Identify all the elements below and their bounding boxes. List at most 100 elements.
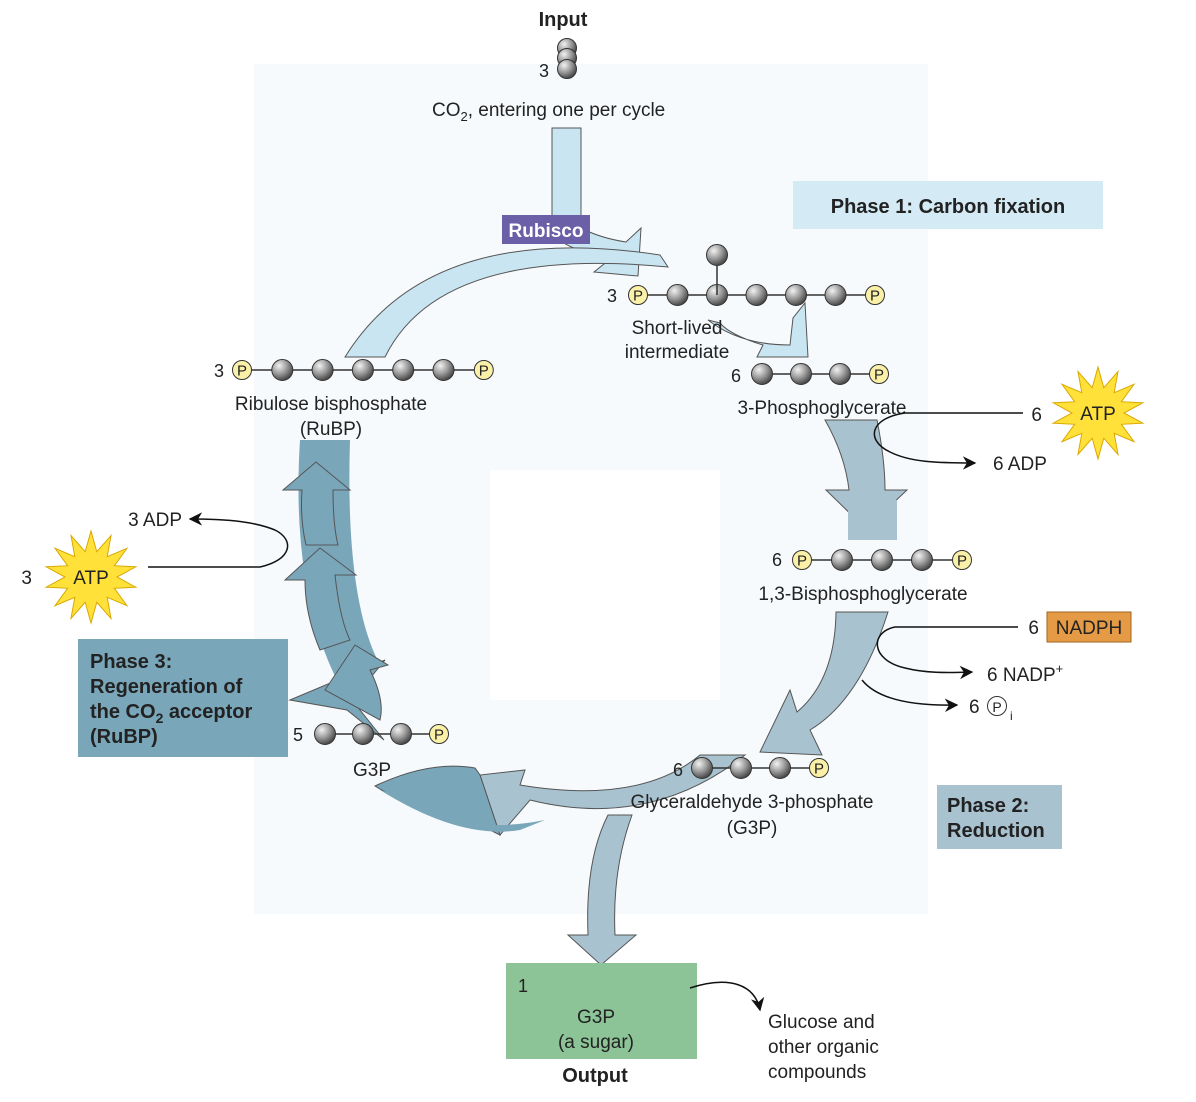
phosphate-icon: [628, 285, 648, 305]
g3p5-chain: P: [314, 723, 449, 745]
regeneration-arrowhead-2: [283, 547, 358, 651]
phosphate-symbol: P: [434, 727, 444, 744]
carbon-atom-icon: [790, 363, 812, 385]
nadph-count: 6: [1028, 618, 1039, 639]
adp3-label: 3 ADP: [128, 510, 182, 531]
glucose-line1: Glucose and: [768, 1012, 875, 1033]
carbon-atom-icon: [351, 359, 374, 381]
carbon-atom-icon: [432, 359, 455, 381]
background-center: [490, 470, 720, 700]
phosphate-icon: [429, 724, 449, 744]
fixation-arc-arrow: [344, 247, 669, 358]
output-title: Output: [562, 1065, 628, 1087]
rubp-label-line2: (RuBP): [300, 419, 362, 440]
phosphate-icon: [232, 360, 252, 380]
carbon-atom-icon: [871, 549, 893, 571]
phosphate-icon: [473, 360, 494, 380]
co2-molecules-icon: [557, 38, 577, 79]
phase3-label-line2: Regeneration of: [90, 676, 243, 698]
carbon-atom-icon: [831, 549, 853, 571]
input-title: Input: [539, 9, 588, 31]
reduction-arrow-2: [759, 611, 889, 756]
output-label-line2: (a sugar): [558, 1032, 634, 1053]
phosphate-icon: [792, 550, 812, 570]
g3p6-count: 6: [673, 760, 683, 780]
nadph-to-nadp-arrow: [876, 626, 1018, 680]
bpg-label: 1,3-Bisphosphoglycerate: [758, 584, 967, 605]
carbon-atom-icon: [352, 723, 374, 745]
regeneration-arrow-bottom-fill: [380, 790, 545, 832]
g3p5-count: 5: [293, 725, 303, 745]
pga-count: 6: [731, 366, 741, 386]
pi-symbol: P: [992, 699, 1001, 715]
nadph-label: NADPH: [1056, 618, 1123, 639]
carbon-atom-icon: [666, 284, 689, 306]
regeneration-arrowhead-1: [281, 461, 352, 546]
g3p5-label: G3P: [353, 760, 391, 781]
glucose-line2: other organic: [768, 1037, 879, 1058]
phase3-label-line4: (RuBP): [90, 726, 158, 748]
glucose-line3: compounds: [768, 1062, 866, 1083]
intermediate-count: 3: [607, 286, 617, 306]
phase3-label-line3: the CO2 acceptor: [90, 701, 253, 726]
phase2-box: [937, 785, 1062, 849]
output-arrow: [566, 814, 638, 966]
rubp-count: 3: [214, 361, 224, 381]
phosphate-symbol: P: [633, 288, 643, 305]
pi-phosphate-icon: [987, 696, 1007, 716]
g3p6-chain: P: [691, 757, 829, 779]
carbon-atom-icon: [706, 244, 728, 266]
carbon-atom-icon: [769, 757, 791, 779]
intermediate-arrow: [707, 301, 809, 358]
bpg-count: 6: [772, 550, 782, 570]
carbon-atom-icon: [824, 284, 847, 306]
co2-input-label: CO2, entering one per cycle: [432, 100, 665, 124]
atp6-label: ATP: [1080, 404, 1116, 425]
atp3-star-icon: [44, 529, 138, 625]
phosphate-symbol: P: [797, 553, 807, 570]
pga-label: 3-Phosphoglycerate: [738, 398, 907, 419]
phosphate-symbol: P: [957, 553, 967, 570]
atp6-to-adp6-arrow: [873, 412, 1023, 470]
output-box: [506, 963, 697, 1059]
phosphate-symbol: P: [237, 363, 247, 380]
rubp-label-line1: Ribulose bisphosphate: [235, 394, 427, 415]
phosphate-icon: [952, 550, 972, 570]
reduction-arrow-1-body: [848, 500, 897, 540]
phosphate-icon: [869, 364, 889, 384]
phase3-label-line1: Phase 3:: [90, 651, 172, 673]
glucose-arrow: [689, 981, 765, 1012]
g3p6-label-line1: Glyceraldehyde 3-phosphate: [631, 792, 874, 813]
atp6-count: 6: [1031, 405, 1042, 426]
pga-chain: P: [751, 363, 889, 385]
pi-release-arrow: [861, 679, 959, 713]
output-label-line1: G3P: [577, 1007, 615, 1028]
carbon-atom-icon: [911, 549, 933, 571]
atp3-count: 3: [21, 568, 32, 589]
phase3-box: [78, 639, 288, 757]
carbon-atom-icon: [271, 359, 294, 381]
carbon-atom-icon: [829, 363, 851, 385]
carbon-atom-icon: [691, 757, 713, 779]
phosphate-symbol: P: [814, 761, 824, 778]
phase1-label: Phase 1: Carbon fixation: [831, 196, 1066, 218]
atp6-star-icon: [1051, 365, 1145, 461]
phase2-label-line1: Phase 2:: [947, 795, 1029, 817]
input-count: 3: [539, 61, 549, 81]
regeneration-arrowhead-4: [324, 644, 390, 721]
carbon-atom-icon: [311, 359, 334, 381]
pi-count: 6: [969, 697, 980, 718]
carbon-atom-icon: [785, 284, 807, 306]
phosphate-symbol: P: [874, 367, 884, 384]
pi-subscript: i: [1010, 709, 1013, 723]
intermediate-label-line1: Short-lived: [632, 318, 723, 339]
carbon-atom-icon: [730, 757, 752, 779]
carbon-atom-icon: [745, 284, 768, 306]
carbon-atom-icon: [392, 359, 415, 381]
nadp-label: 6 NADP+: [987, 661, 1063, 686]
phosphate-icon: [865, 285, 885, 305]
